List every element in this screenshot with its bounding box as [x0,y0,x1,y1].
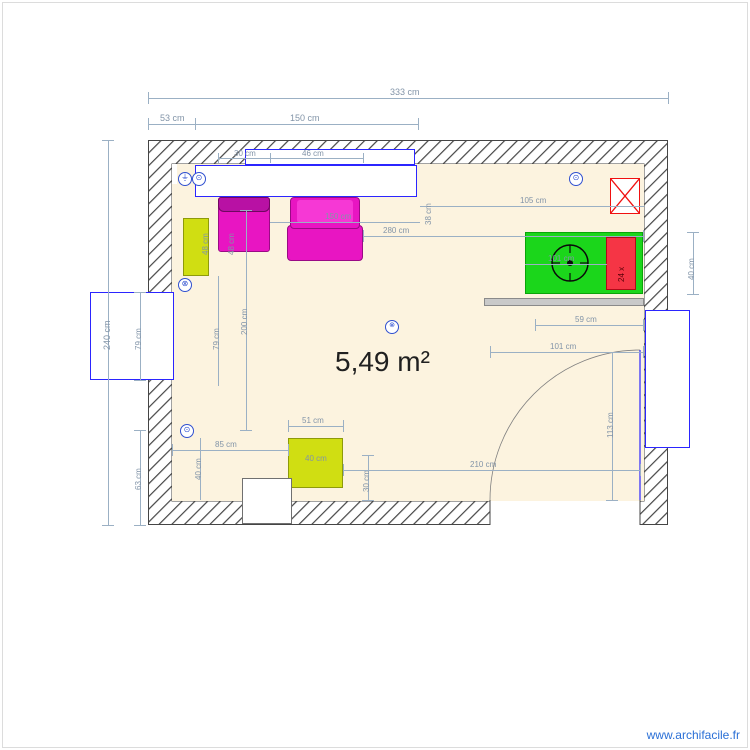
lbl-79a: 79 cm [135,328,143,350]
lbl-200: 200 cm [241,309,249,335]
dim-59 [535,325,643,326]
lbl-30: 30 cm [234,150,256,158]
outlet-icon-2: ⊙ [192,172,206,186]
lbl-101b: 101 cm [550,343,576,351]
dim-101a [525,264,607,265]
wall-gap-bottom-left [242,478,292,524]
dim-53-150 [148,124,418,125]
dim-30-46 [218,158,363,159]
lbl-48b: 48 cm [228,233,236,255]
dim-51 [288,426,343,427]
lbl-280: 280 cm [383,227,409,235]
lbl-40c: 40 cm [305,455,327,463]
room-area: 5,49 m² [335,348,430,376]
outlet-icon-3: ⊙ [569,172,583,186]
dim-333 [148,98,668,99]
lbl-105: 105 cm [520,197,546,205]
dim-150b [270,222,420,223]
dim-101b [490,352,643,353]
floorplan-canvas: 24 x ⏚ ⊙ ⊙ ⊗ ⊗ ⊙ 5,49 m² 333 cm [0,0,750,750]
lbl-101a: 101 cm [548,255,574,263]
dim-280 [363,236,643,237]
lbl-48a: 48 cm [202,233,210,255]
outlet-icon-6: ⊙ [180,424,194,438]
lbl-38: 38 cm [425,203,433,225]
lbl-46: 46 cm [302,150,324,158]
lbl-53: 53 cm [160,114,185,123]
dim-210 [343,470,640,471]
lbl-210: 210 cm [470,461,496,469]
lbl-79b: 79 cm [213,328,221,350]
lbl-113: 113 cm [607,412,615,438]
outlet-icon-4: ⊗ [178,278,192,292]
lbl-63: 63 cm [135,468,143,490]
dim-85 [172,450,288,451]
lbl-59: 59 cm [575,316,597,324]
lbl-40b: 40 cm [195,458,203,480]
lbl-150b: 150 cm [325,213,351,221]
lbl-240: 240 cm [103,320,112,350]
dim-105 [420,206,644,207]
lbl-333: 333 cm [390,88,420,97]
outlet-icon-1: ⏚ [178,172,192,186]
footer-link[interactable]: www.archifacile.fr [647,728,740,742]
lbl-150: 150 cm [290,114,320,123]
lbl-85: 85 cm [215,441,237,449]
lbl-51: 51 cm [302,417,324,425]
lbl-30b: 30 cm [363,470,371,492]
outlet-icon-5: ⊗ [385,320,399,334]
lbl-40v: 40 cm [688,258,696,280]
